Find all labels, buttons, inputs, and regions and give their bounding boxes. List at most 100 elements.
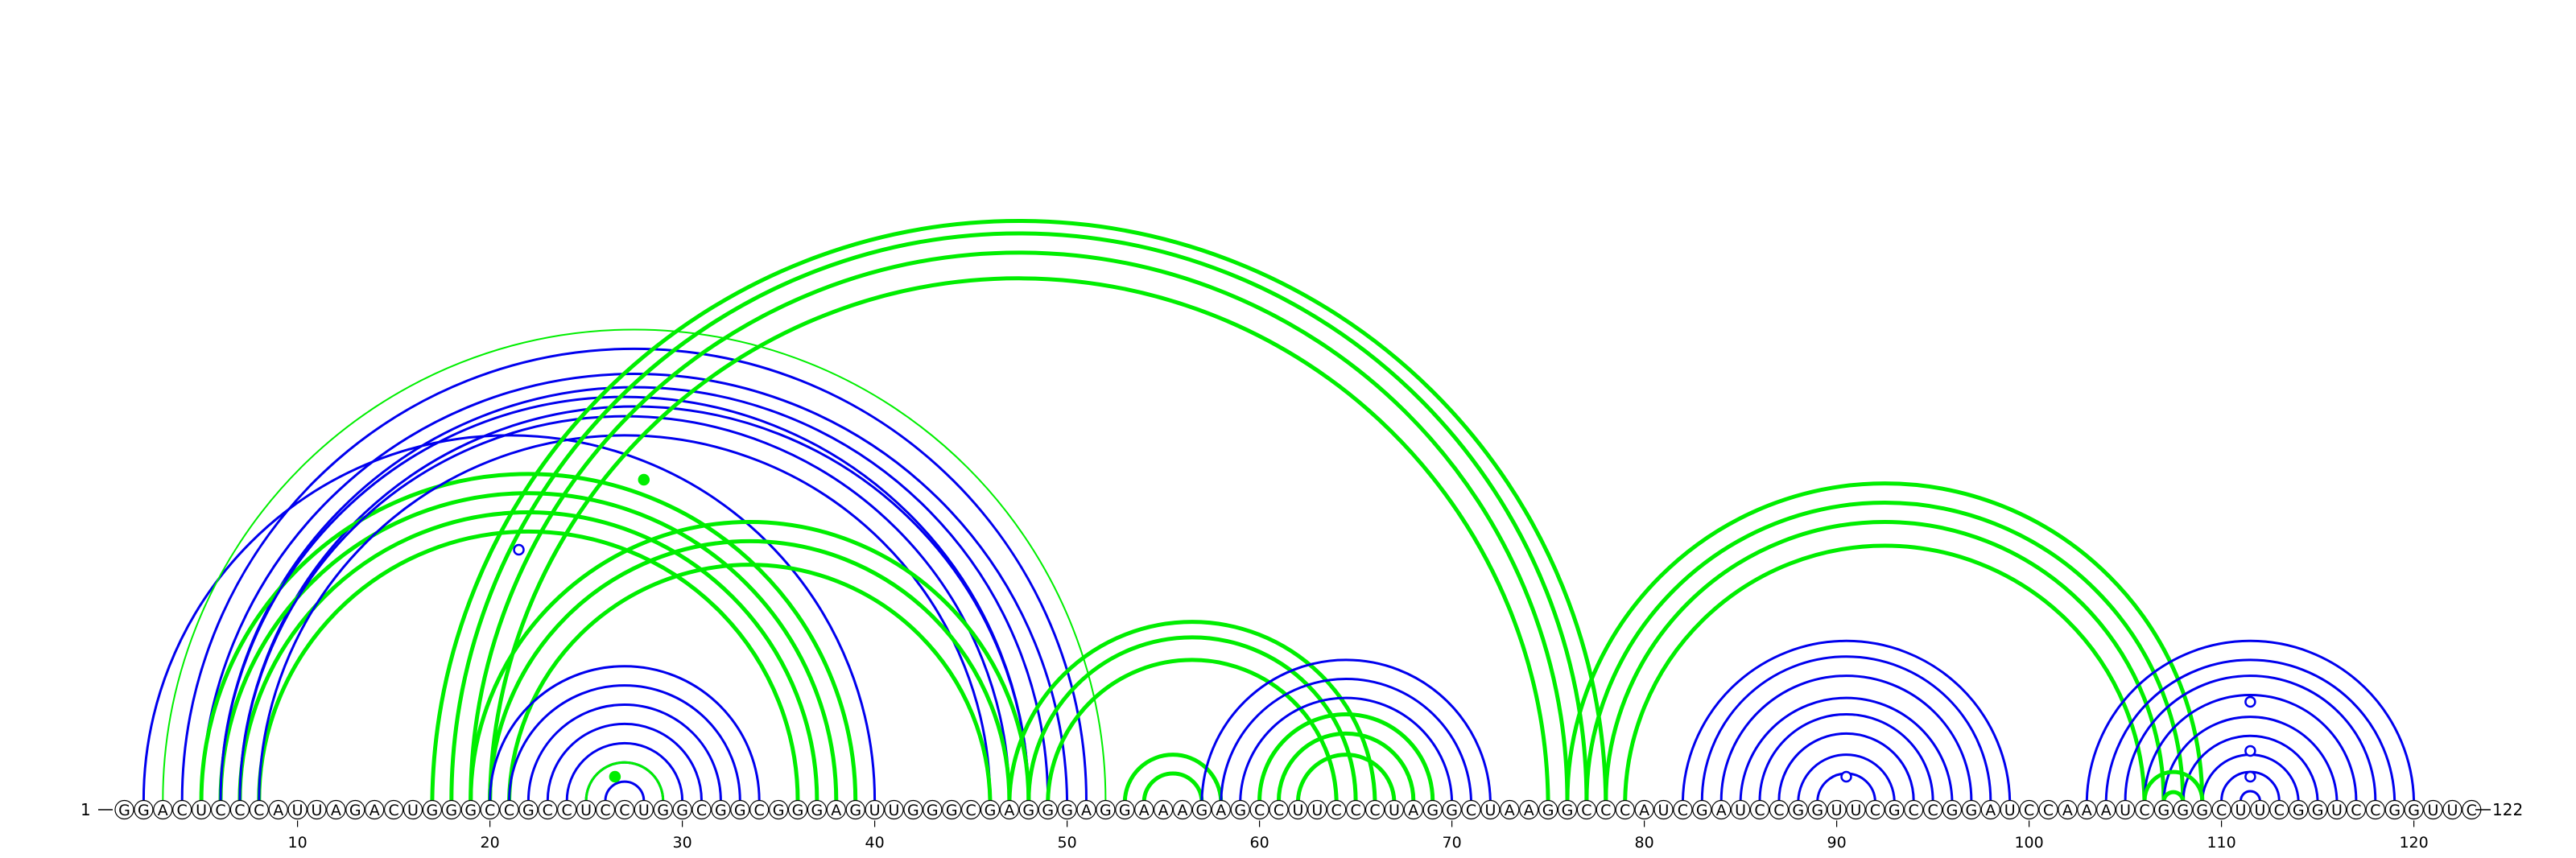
base-pair-arc bbox=[1007, 620, 1377, 802]
position-tick-label: 110 bbox=[2207, 834, 2235, 852]
base-pair-arc bbox=[604, 780, 646, 802]
nucleotide-circle bbox=[134, 799, 154, 820]
nucleotide-circle bbox=[807, 799, 828, 820]
nucleotide-circle bbox=[1153, 799, 1174, 820]
nucleotide-circle bbox=[1211, 799, 1231, 820]
nucleotide-letter: A bbox=[2082, 802, 2092, 819]
nucleotide-letter: G bbox=[1119, 802, 1131, 819]
nucleotide-letter: U bbox=[2120, 802, 2131, 819]
base-pair-arc bbox=[469, 250, 1570, 802]
nucleotide-letter: G bbox=[715, 802, 727, 819]
nucleotide-letter: C bbox=[1620, 802, 1630, 819]
nucleotide-letter: U bbox=[1484, 802, 1496, 819]
nucleotide-letter: G bbox=[1792, 802, 1804, 819]
nucleotide-letter: G bbox=[138, 802, 150, 819]
nucleotide-circle bbox=[2423, 799, 2443, 820]
arc-marker bbox=[638, 473, 650, 486]
nucleotide-letter: A bbox=[1081, 802, 1092, 819]
nucleotide-circle bbox=[1364, 799, 1385, 820]
nucleotide-circle bbox=[1115, 799, 1135, 820]
nucleotide-circle bbox=[2326, 799, 2347, 820]
nucleotide-circle bbox=[711, 799, 731, 820]
nucleotide-circle bbox=[884, 799, 904, 820]
nucleotide-letter: A bbox=[273, 802, 283, 819]
nucleotide-letter: C bbox=[504, 802, 514, 819]
nucleotide-letter: U bbox=[2428, 802, 2439, 819]
nucleotide-letter: C bbox=[1254, 802, 1265, 819]
nucleotide-circle bbox=[1249, 799, 1269, 820]
nucleotide-letter: U bbox=[638, 802, 650, 819]
nucleotide-circle bbox=[1076, 799, 1096, 820]
nucleotide-circle bbox=[865, 799, 885, 820]
base-pair-arc bbox=[2161, 790, 2186, 802]
nucleotide-letter: A bbox=[2101, 802, 2112, 819]
nucleotide-circle bbox=[1172, 799, 1193, 820]
base-pair-arc bbox=[1777, 732, 1915, 802]
nucleotide-circle bbox=[2096, 799, 2116, 820]
base-pair-arc bbox=[218, 491, 839, 802]
position-tick-label: 120 bbox=[2399, 834, 2428, 852]
nucleotide-letter: A bbox=[369, 802, 380, 819]
nucleotide-circle bbox=[2211, 799, 2231, 820]
nucleotide-letter: G bbox=[927, 802, 939, 819]
nucleotide-circle bbox=[960, 799, 981, 820]
nucleotide-letter: U bbox=[889, 802, 900, 819]
nucleotide-letter: C bbox=[1870, 802, 1880, 819]
nucleotide-circle bbox=[903, 799, 923, 820]
arcs-layer bbox=[142, 219, 2416, 802]
nucleotide-letter: G bbox=[1061, 802, 1073, 819]
nucleotide-circle bbox=[2000, 799, 2020, 820]
base-pair-arc bbox=[2162, 716, 2339, 802]
base-pair-arc bbox=[469, 520, 1031, 802]
nucleotide-letter: G bbox=[1426, 802, 1439, 819]
nucleotide-circle bbox=[1653, 799, 1674, 820]
nucleotide-letter: C bbox=[696, 802, 707, 819]
arc-marker bbox=[1840, 770, 1852, 783]
nucleotide-letter: A bbox=[1139, 802, 1150, 819]
nucleotide-letter: U bbox=[407, 802, 419, 819]
nucleotide-letter: U bbox=[1831, 802, 1843, 819]
nucleotide-letter: C bbox=[600, 802, 610, 819]
nucleotide-circle bbox=[441, 799, 461, 820]
nucleotide-letter: G bbox=[1542, 802, 1554, 819]
nucleotide-letter: C bbox=[1466, 802, 1476, 819]
position-tick-label: 60 bbox=[1250, 834, 1269, 852]
nucleotide-letter: C bbox=[177, 802, 188, 819]
nucleotide-letter: A bbox=[831, 802, 841, 819]
nucleotide-circle bbox=[980, 799, 1001, 820]
nucleotide-circle bbox=[1576, 799, 1597, 820]
nucleotide-circle bbox=[326, 799, 346, 820]
base-pair-arc bbox=[1719, 674, 1973, 802]
base-pair-arc bbox=[1739, 696, 1954, 802]
position-tick-label: 40 bbox=[865, 834, 885, 852]
position-tick-label: 100 bbox=[2014, 834, 2043, 852]
nucleotide-circle bbox=[1191, 799, 1212, 820]
nucleotide-circle bbox=[210, 799, 231, 820]
start-index-label: 1 bbox=[80, 800, 91, 819]
base-pair-arc bbox=[238, 415, 1011, 802]
nucleotide-letter: A bbox=[1216, 802, 1226, 819]
position-tick-label: 10 bbox=[288, 834, 308, 852]
nucleotide-letter: G bbox=[2293, 802, 2305, 819]
nucleotide-circle bbox=[2153, 799, 2174, 820]
nucleotide-letter: A bbox=[1716, 802, 1727, 819]
base-pair-arc bbox=[508, 684, 741, 802]
nucleotide-letter: A bbox=[331, 802, 341, 819]
nucleotide-circle bbox=[2384, 799, 2405, 820]
nucleotide-letter: U bbox=[580, 802, 592, 819]
nucleotide-circle bbox=[942, 799, 962, 820]
nucleotide-circle bbox=[287, 799, 308, 820]
nucleotide-letter: U bbox=[196, 802, 207, 819]
nucleotide-letter: A bbox=[1178, 802, 1188, 819]
nucleotide-circle bbox=[2250, 799, 2270, 820]
nucleotide-circle bbox=[672, 799, 692, 820]
nucleotide-circle bbox=[1057, 799, 1077, 820]
nucleotide-circle bbox=[826, 799, 846, 820]
nucleotide-circle bbox=[2077, 799, 2097, 820]
nucleotide-letter: A bbox=[2062, 802, 2073, 819]
nucleotide-letter: C bbox=[619, 802, 630, 819]
base-pair-arc bbox=[1141, 771, 1204, 802]
nucleotide-circle bbox=[2019, 799, 2039, 820]
nucleotide-letter: G bbox=[1696, 802, 1708, 819]
nucleotide-circle bbox=[402, 799, 423, 820]
